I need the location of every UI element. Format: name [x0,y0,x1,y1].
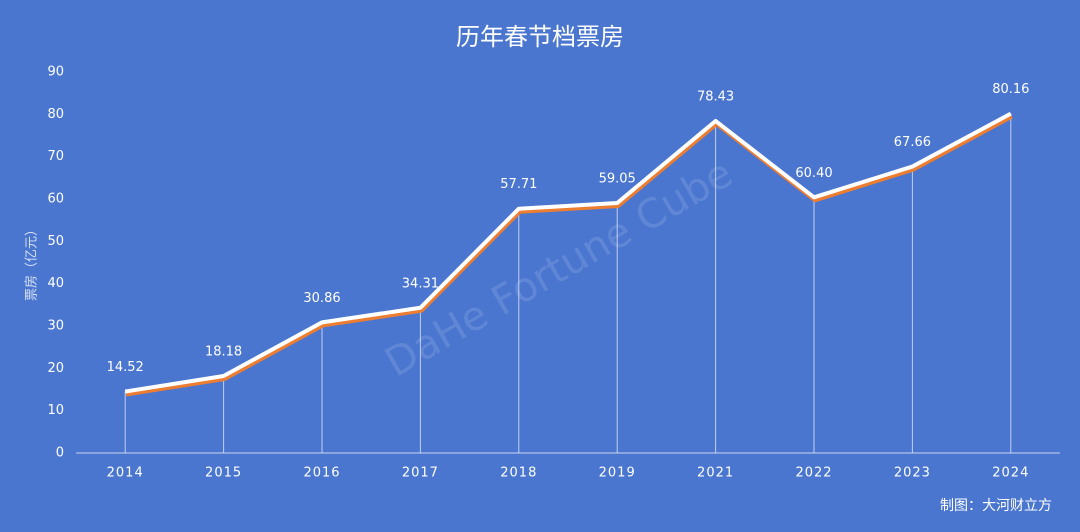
y-tick-label: 0 [56,446,64,461]
data-label: 14.52 [107,360,144,375]
data-label: 60.40 [795,166,832,181]
y-tick-label: 10 [47,403,64,418]
x-tick-label: 2023 [894,466,931,481]
x-tick-label: 2015 [205,466,242,481]
data-label: 18.18 [205,345,242,360]
y-tick-label: 40 [47,276,64,291]
data-label: 67.66 [894,135,931,150]
y-tick-label: 70 [47,149,64,164]
x-tick-label: 2021 [697,466,734,481]
y-tick-label: 30 [47,319,64,334]
line-shadow [125,114,1013,397]
chart-title: 历年春节档票房 [456,23,624,51]
data-label: 34.31 [402,276,439,291]
x-tick-label: 2018 [500,466,537,481]
data-label: 30.86 [303,291,340,306]
y-tick-label: 60 [47,192,64,207]
y-axis-label: 票房（亿元） [24,223,40,301]
source-note: 制图：大河财立方 [940,498,1052,514]
x-tick-label: 2022 [795,466,832,481]
data-label: 78.43 [697,89,734,104]
x-tick-label: 2017 [402,466,439,481]
x-tick-label: 2024 [992,466,1029,481]
x-tick-label: 2019 [599,466,636,481]
data-label: 80.16 [992,82,1029,97]
x-tick-label: 2016 [303,466,340,481]
y-tick-label: 20 [47,361,64,376]
y-tick-label: 80 [47,107,64,122]
x-tick-label: 2014 [107,466,144,481]
line [124,111,1012,394]
data-label: 57.71 [500,177,537,192]
data-label: 59.05 [599,172,636,187]
y-tick-label: 90 [47,65,64,80]
y-tick-label: 50 [47,234,64,249]
